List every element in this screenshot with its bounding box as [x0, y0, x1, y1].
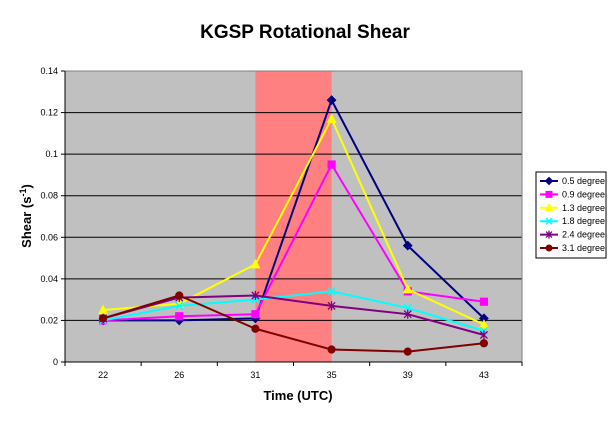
data-point-series-3 [98, 304, 109, 315]
plot-area: 0 0.02 0.04 0.06 0.08 0.1 0.12 0.14 22 26 31 35 39 43 [40, 66, 523, 380]
legend-label: 3.1 degree [562, 243, 605, 253]
x-tick-label: 31 [250, 370, 260, 380]
legend-marker [544, 202, 554, 212]
data-point-series-4 [327, 287, 336, 296]
data-point-series-3 [326, 113, 337, 123]
chart-title: KGSP Rotational Shear [200, 22, 410, 43]
data-point-series-2 [175, 312, 184, 321]
data-point-series-5 [403, 309, 412, 319]
data-point-series-5 [251, 290, 260, 301]
legend-marker [545, 230, 553, 239]
legend-marker [545, 217, 553, 225]
data-point-series-6 [327, 345, 336, 354]
legend-marker [545, 190, 553, 198]
data-point-series-2 [479, 297, 489, 306]
data-point-series-6 [98, 314, 108, 323]
data-point-series-6 [403, 347, 412, 356]
legend-label: 1.8 degree [562, 216, 605, 226]
data-point-series-1 [326, 95, 337, 106]
y-tick-label: 0.1 [45, 149, 58, 159]
series-line-6 [102, 294, 485, 353]
data-point-series-3 [402, 283, 413, 294]
x-tick-label: 22 [98, 370, 108, 380]
y-tick-label: 0.04 [40, 274, 58, 284]
data-point-series-3 [250, 258, 261, 269]
series-line-4 [102, 290, 485, 332]
y-tick-label: 0.14 [40, 66, 58, 76]
x-tick-label: 39 [403, 370, 413, 380]
y-tick-label: 0.06 [40, 232, 58, 242]
series-line-1 [103, 99, 485, 322]
y-axis-title: Shear (s-1) [18, 184, 34, 248]
data-point-series-6 [479, 339, 489, 348]
legend-marker [545, 244, 553, 252]
data-point-series-4 [403, 303, 412, 313]
data-point-series-6 [175, 291, 184, 300]
x-axis-title: Time (UTC) [263, 388, 332, 403]
legend-box [535, 171, 607, 259]
legend-label: 2.4 degree [562, 230, 605, 240]
legend-marker [544, 176, 554, 186]
y-axis-title-main: Shear (s [19, 197, 34, 248]
legend-label: 0.5 degree [562, 176, 605, 186]
y-axis-title-sup: -1 [18, 189, 28, 197]
x-tick-label: 26 [174, 370, 184, 380]
data-point-series-2 [251, 310, 260, 319]
y-axis-title-end: ) [19, 184, 34, 188]
y-tick-label: 0.08 [40, 191, 58, 201]
series-line-3 [103, 117, 485, 326]
data-point-series-5 [327, 301, 336, 311]
series-line-5 [102, 294, 485, 336]
data-point-series-4 [175, 301, 184, 311]
data-point-series-2 [327, 160, 336, 169]
x-tick-label: 43 [479, 370, 489, 380]
legend-label: 1.3 degree [562, 203, 605, 213]
data-point-series-5 [479, 330, 488, 340]
legend-label: 0.9 degree [562, 189, 605, 199]
y-tick-label: 0 [53, 357, 58, 367]
x-tick-label: 35 [327, 370, 337, 380]
y-tick-label: 0.02 [40, 315, 58, 325]
y-tick-label: 0.12 [40, 108, 58, 118]
highlight-band [255, 71, 332, 362]
data-point-series-1 [402, 240, 413, 251]
data-point-series-3 [478, 319, 489, 329]
series-line-2 [103, 163, 485, 322]
legend: 0.5 degree 0.9 degree 1.3 degree 1.8 degree… [535, 171, 607, 259]
data-point-series-6 [251, 324, 260, 333]
